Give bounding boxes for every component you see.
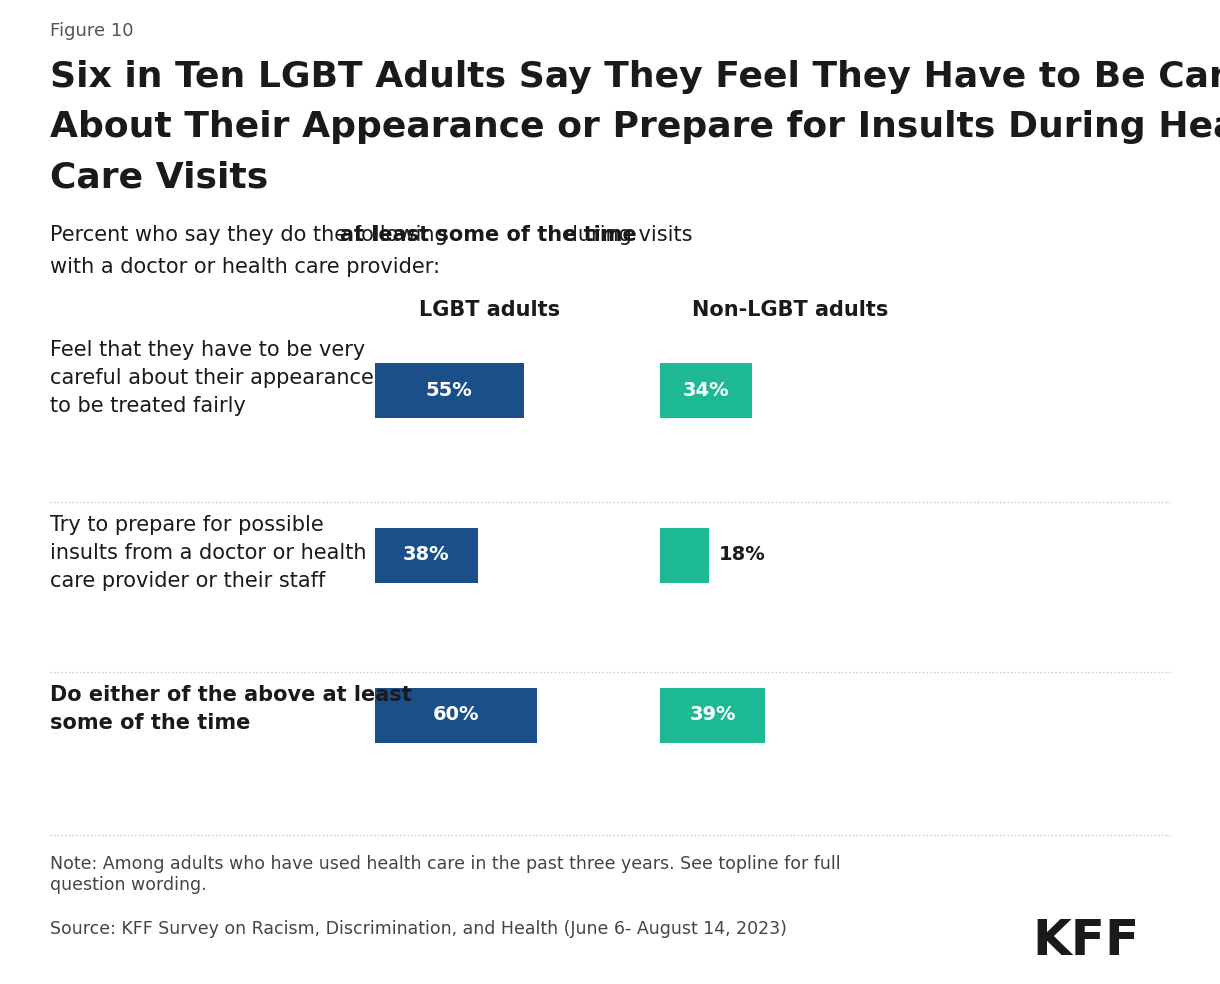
Bar	[375, 527, 477, 583]
Text: Figure 10: Figure 10	[50, 22, 133, 40]
Text: 60%: 60%	[433, 706, 479, 724]
Text: Note: Among adults who have used health care in the past three years. See toplin: Note: Among adults who have used health …	[50, 855, 841, 893]
Text: Percent who say they do the following: Percent who say they do the following	[50, 225, 454, 245]
Bar	[660, 527, 709, 583]
Text: with a doctor or health care provider:: with a doctor or health care provider:	[50, 257, 440, 277]
Text: during visits: during visits	[558, 225, 693, 245]
Text: 55%: 55%	[426, 381, 472, 400]
Text: LGBT adults: LGBT adults	[420, 300, 560, 320]
Bar	[660, 362, 752, 417]
Text: KFF: KFF	[1033, 917, 1139, 965]
Text: Do either of the above at least
some of the time: Do either of the above at least some of …	[50, 685, 412, 733]
Text: Six in Ten LGBT Adults Say They Feel They Have to Be Careful: Six in Ten LGBT Adults Say They Feel The…	[50, 60, 1220, 94]
Text: 18%: 18%	[719, 545, 765, 565]
Text: at least some of the time: at least some of the time	[340, 225, 637, 245]
Text: Care Visits: Care Visits	[50, 160, 268, 194]
Text: 39%: 39%	[689, 706, 736, 724]
Text: Source: KFF Survey on Racism, Discrimination, and Health (June 6- August 14, 202: Source: KFF Survey on Racism, Discrimina…	[50, 920, 787, 938]
Text: Non-LGBT adults: Non-LGBT adults	[692, 300, 888, 320]
Bar	[660, 688, 765, 743]
Bar	[375, 362, 523, 417]
Bar	[375, 688, 537, 743]
Text: About Their Appearance or Prepare for Insults During Health: About Their Appearance or Prepare for In…	[50, 110, 1220, 144]
Text: 38%: 38%	[403, 545, 450, 565]
Text: Feel that they have to be very
careful about their appearance
to be treated fair: Feel that they have to be very careful a…	[50, 340, 373, 416]
Text: 34%: 34%	[682, 381, 730, 400]
Text: Try to prepare for possible
insults from a doctor or health
care provider or the: Try to prepare for possible insults from…	[50, 515, 366, 591]
